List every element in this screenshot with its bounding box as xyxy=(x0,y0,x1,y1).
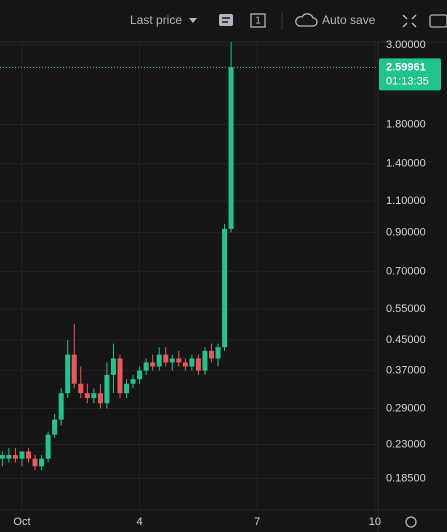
y-tick-label: 0.45000 xyxy=(386,334,426,346)
candle-body xyxy=(137,370,143,380)
dropdown-arrow[interactable] xyxy=(189,18,197,23)
y-tick-label: 1.40000 xyxy=(386,158,426,170)
candle-body xyxy=(26,451,32,459)
y-tick-label: 0.55000 xyxy=(386,303,426,315)
candle-body xyxy=(195,358,201,371)
y-tick-label: 3.00000 xyxy=(386,39,426,51)
interval-badge[interactable]: 1 xyxy=(255,16,261,27)
settings-icon[interactable] xyxy=(405,516,417,528)
candle-body xyxy=(78,383,84,394)
candle-body xyxy=(0,455,5,459)
fullscreen-icon[interactable] xyxy=(402,14,417,28)
camera-icon[interactable] xyxy=(429,14,447,28)
countdown: 01:13:35 xyxy=(386,75,429,87)
candle-body xyxy=(110,358,116,375)
candle-body xyxy=(32,458,38,467)
candle-body xyxy=(169,358,175,363)
x-tick-label: Oct xyxy=(13,516,30,528)
candle-body xyxy=(143,362,149,371)
y-tick-label: 0.29000 xyxy=(386,402,426,414)
candle-body xyxy=(6,455,12,459)
candle-body xyxy=(156,354,162,367)
candle-body xyxy=(150,362,156,367)
last-price-label: 2.59961 xyxy=(386,61,426,73)
price-mode[interactable]: Last price xyxy=(130,13,182,27)
candle-body xyxy=(228,67,234,229)
candle-body xyxy=(45,434,51,459)
candle-body xyxy=(117,358,123,394)
y-tick-label: 0.70000 xyxy=(386,265,426,277)
candle-body xyxy=(84,393,90,399)
y-tick-label: 0.23000 xyxy=(386,438,426,450)
x-tick-label: 4 xyxy=(137,516,143,528)
interval-box[interactable] xyxy=(250,13,266,28)
candle-body xyxy=(104,374,110,404)
candle-body xyxy=(52,419,58,435)
autosave[interactable]: Auto save xyxy=(322,13,376,27)
candle-body xyxy=(176,358,182,363)
candle-body xyxy=(222,228,228,348)
y-tick-label: 1.80000 xyxy=(386,118,426,130)
cloud-icon[interactable] xyxy=(295,13,318,27)
y-tick-label: 0.37000 xyxy=(386,365,426,377)
candle-body xyxy=(19,451,25,459)
candle-body xyxy=(215,347,221,359)
last-price-badge xyxy=(379,58,441,91)
candle-body xyxy=(65,354,71,394)
y-tick-label: 1.10000 xyxy=(386,195,426,207)
x-tick-label: 7 xyxy=(254,516,260,528)
x-tick-label: 10 xyxy=(369,516,381,528)
comment-icon[interactable] xyxy=(219,14,233,26)
candle-body xyxy=(12,455,18,459)
candle-body xyxy=(124,383,130,394)
candle-body xyxy=(97,393,103,404)
candle-body xyxy=(189,358,195,367)
candle-body xyxy=(39,458,45,467)
candle-body xyxy=(58,393,64,420)
candle-body xyxy=(91,393,97,399)
candle-body xyxy=(202,350,208,371)
candle-body xyxy=(130,379,136,384)
candle-body xyxy=(182,362,188,367)
y-tick-label: 0.18500 xyxy=(386,472,426,484)
y-tick-label: 0.90000 xyxy=(386,226,426,238)
candle-body xyxy=(208,350,214,359)
candle-body xyxy=(71,354,77,384)
candle-body xyxy=(163,354,169,363)
